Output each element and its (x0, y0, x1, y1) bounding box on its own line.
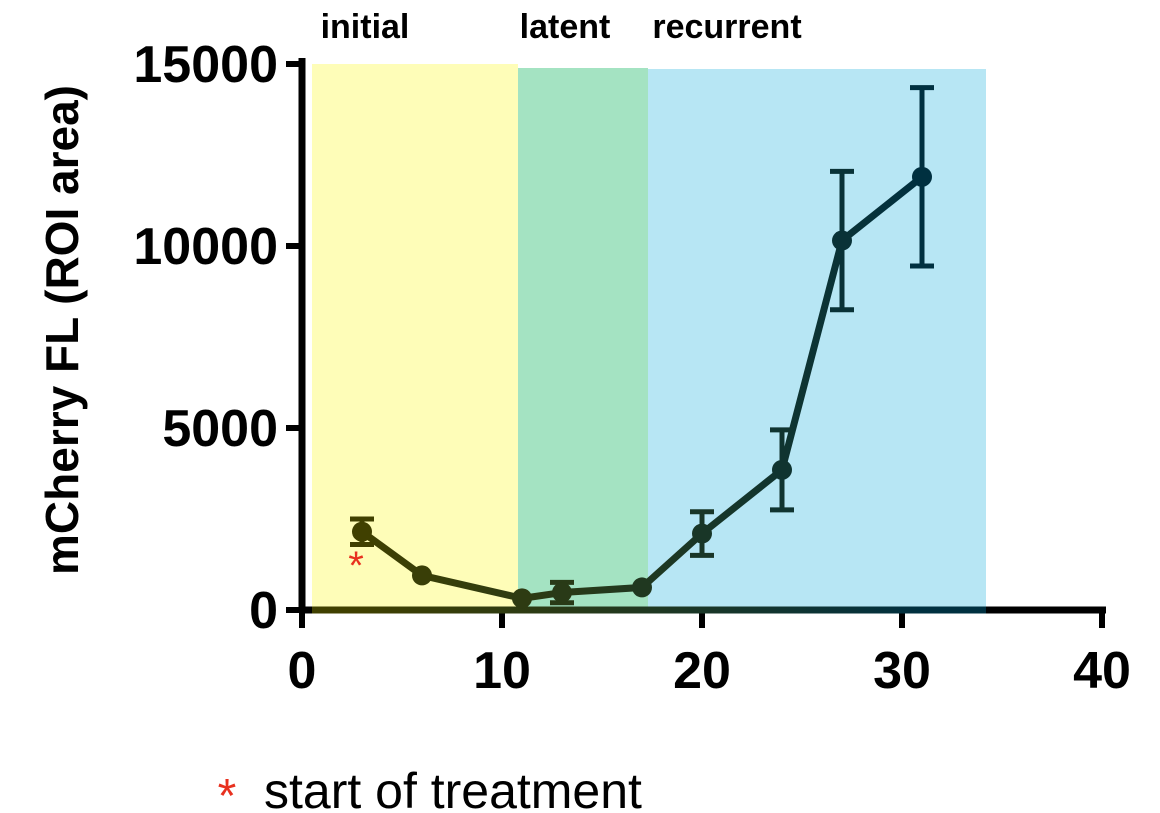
data-point-24 (772, 459, 792, 480)
annotations: * (348, 544, 364, 588)
x-tick-label-30: 30 (873, 642, 931, 700)
x-tick-label-40: 40 (1073, 642, 1131, 700)
data-point-3 (352, 521, 372, 542)
data-point-13 (552, 582, 572, 603)
y-tick-label-5000: 5000 (162, 400, 278, 458)
data-point-6 (412, 565, 432, 586)
phase-label-initial: initial (321, 8, 410, 46)
y-axis-title: mCherry FL (ROI area) (36, 85, 88, 575)
legend-symbol: * (218, 770, 237, 813)
y-tick-label-10000: 10000 (133, 218, 278, 276)
phase-band-initial (312, 64, 518, 610)
legend: * start of treatment (218, 763, 642, 813)
y-tick-label-0: 0 (249, 582, 278, 640)
x-tick-label-10: 10 (473, 642, 531, 700)
phase-labels: initial latent recurrent (321, 8, 802, 46)
data-point-20 (692, 523, 712, 544)
series (312, 85, 986, 614)
data-point-11 (512, 588, 532, 609)
phase-label-latent: latent (520, 8, 611, 46)
phase-band-latent (518, 68, 648, 610)
data-point-27 (832, 230, 852, 251)
data-point-17 (632, 577, 652, 598)
x-tick-label-0: 0 (288, 642, 317, 700)
ticks: 0 5000 10000 15000 0 10 20 30 40 (133, 36, 1131, 700)
y-tick-label-15000: 15000 (133, 36, 278, 94)
data-point-31 (912, 166, 932, 187)
phase-bands (312, 64, 986, 610)
x-tick-label-20: 20 (673, 642, 731, 700)
phase-label-recurrent: recurrent (652, 8, 801, 46)
legend-text: start of treatment (264, 763, 642, 813)
treatment-start-marker: * (348, 544, 364, 588)
